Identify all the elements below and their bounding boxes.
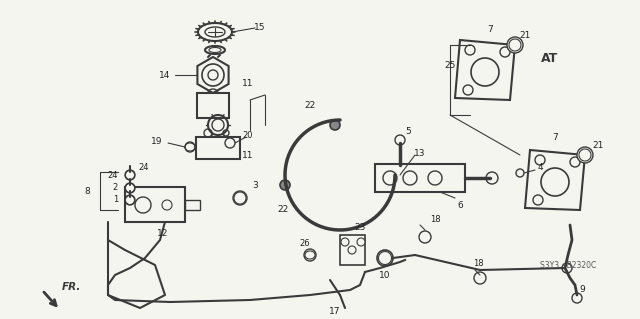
Text: 11: 11 <box>243 151 253 160</box>
Circle shape <box>572 293 582 303</box>
Circle shape <box>125 183 135 193</box>
Text: 5: 5 <box>405 128 411 137</box>
Text: 8: 8 <box>84 187 90 196</box>
Circle shape <box>185 142 195 152</box>
Text: 3: 3 <box>252 181 258 189</box>
Text: 2: 2 <box>113 183 118 192</box>
Polygon shape <box>197 57 228 93</box>
Text: 25: 25 <box>444 61 456 70</box>
Text: 11: 11 <box>243 78 253 87</box>
Polygon shape <box>455 40 515 100</box>
Bar <box>196 137 240 159</box>
Circle shape <box>533 195 543 205</box>
Text: 24: 24 <box>108 170 118 180</box>
Text: 18: 18 <box>473 258 483 268</box>
Circle shape <box>280 180 290 190</box>
Text: 9: 9 <box>579 286 585 294</box>
Text: AT: AT <box>541 51 559 64</box>
Circle shape <box>419 231 431 243</box>
Polygon shape <box>525 150 585 210</box>
Bar <box>340 235 365 265</box>
Circle shape <box>463 85 473 95</box>
Text: 6: 6 <box>457 201 463 210</box>
Circle shape <box>377 250 393 266</box>
Circle shape <box>395 135 405 145</box>
Circle shape <box>225 138 235 148</box>
Text: 22: 22 <box>277 205 289 214</box>
Circle shape <box>125 195 135 205</box>
Circle shape <box>330 120 340 130</box>
Bar <box>197 93 229 118</box>
Text: 24: 24 <box>138 164 148 173</box>
Text: 26: 26 <box>300 240 310 249</box>
Text: 7: 7 <box>552 133 558 143</box>
Text: 4: 4 <box>537 164 543 173</box>
Circle shape <box>357 238 365 246</box>
Text: 22: 22 <box>305 100 316 109</box>
Text: FR.: FR. <box>62 282 81 292</box>
Bar <box>125 187 185 222</box>
Text: 12: 12 <box>157 228 169 238</box>
Circle shape <box>341 238 349 246</box>
Circle shape <box>125 170 135 180</box>
Circle shape <box>535 155 545 165</box>
Text: 21: 21 <box>592 140 604 150</box>
Text: 21: 21 <box>519 31 531 40</box>
Circle shape <box>570 157 580 167</box>
Text: 17: 17 <box>329 308 340 316</box>
Text: 20: 20 <box>243 131 253 140</box>
Circle shape <box>474 272 486 284</box>
Text: 1: 1 <box>113 196 118 204</box>
Circle shape <box>304 249 316 261</box>
Circle shape <box>233 191 247 205</box>
Text: 23: 23 <box>355 224 365 233</box>
Text: 15: 15 <box>254 23 266 32</box>
Text: S3Y3 - B2320C: S3Y3 - B2320C <box>540 261 596 270</box>
Circle shape <box>486 172 498 184</box>
Circle shape <box>577 147 593 163</box>
Circle shape <box>507 37 523 53</box>
Text: 14: 14 <box>159 70 170 79</box>
Text: 13: 13 <box>414 149 426 158</box>
Circle shape <box>465 45 475 55</box>
Circle shape <box>562 263 572 273</box>
Bar <box>185 200 200 210</box>
Text: 10: 10 <box>380 271 391 279</box>
Text: 19: 19 <box>150 137 162 146</box>
Bar <box>375 164 465 192</box>
Text: 18: 18 <box>429 216 440 225</box>
Circle shape <box>516 169 524 177</box>
Text: 7: 7 <box>487 26 493 34</box>
Circle shape <box>500 47 510 57</box>
